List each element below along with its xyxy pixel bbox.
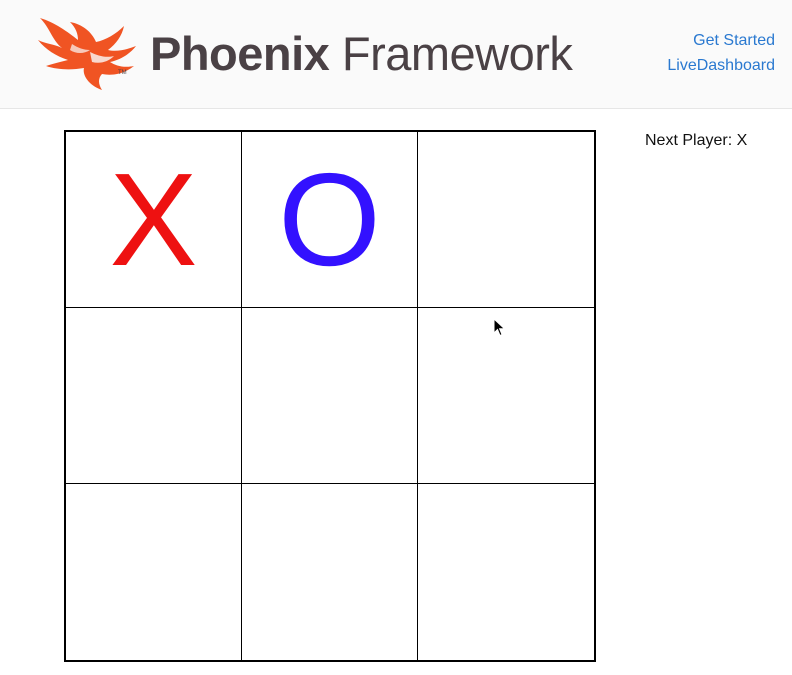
board-cell-0-1[interactable]: O bbox=[242, 132, 418, 308]
header-nav: Get Started LiveDashboard bbox=[667, 28, 775, 78]
board-cell-1-2[interactable] bbox=[418, 308, 594, 484]
nav-link-get-started[interactable]: Get Started bbox=[693, 32, 775, 49]
phoenix-bird-icon: TM bbox=[38, 18, 136, 90]
board-cell-0-2[interactable] bbox=[418, 132, 594, 308]
tic-tac-toe-board: X O bbox=[64, 130, 596, 662]
board-cell-0-0[interactable]: X bbox=[66, 132, 242, 308]
board-cell-2-1[interactable] bbox=[242, 484, 418, 660]
board-cell-2-2[interactable] bbox=[418, 484, 594, 660]
phoenix-logo[interactable]: TM Phoenix Framework bbox=[32, 14, 573, 94]
nav-link-livedashboard[interactable]: LiveDashboard bbox=[667, 57, 775, 74]
site-header: TM Phoenix Framework Get Started LiveDas… bbox=[0, 0, 792, 109]
logo-light-text: Framework bbox=[341, 27, 573, 80]
board-cell-2-0[interactable] bbox=[66, 484, 242, 660]
board-cell-1-1[interactable] bbox=[242, 308, 418, 484]
board-cell-1-0[interactable] bbox=[66, 308, 242, 484]
logo-wordmark: Phoenix Framework bbox=[150, 24, 573, 84]
next-player-status: Next Player: X bbox=[645, 132, 748, 149]
svg-text:TM: TM bbox=[118, 70, 127, 76]
logo-bold-text: Phoenix bbox=[150, 27, 330, 80]
